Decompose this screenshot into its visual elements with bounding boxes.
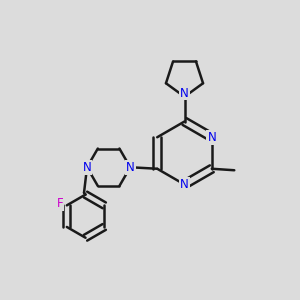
Text: F: F <box>57 197 64 210</box>
Text: N: N <box>180 86 189 100</box>
Text: N: N <box>180 178 189 191</box>
Text: N: N <box>82 161 91 174</box>
Text: N: N <box>126 161 135 174</box>
Text: N: N <box>207 131 216 144</box>
